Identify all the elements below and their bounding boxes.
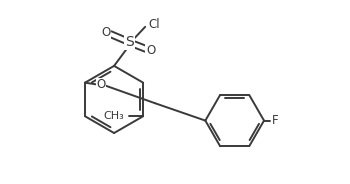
- Text: Cl: Cl: [148, 18, 160, 31]
- Text: O: O: [146, 44, 155, 57]
- Text: S: S: [125, 35, 134, 49]
- Text: F: F: [272, 114, 279, 127]
- Text: CH₃: CH₃: [104, 111, 125, 121]
- Text: O: O: [97, 78, 106, 91]
- Text: O: O: [101, 26, 111, 39]
